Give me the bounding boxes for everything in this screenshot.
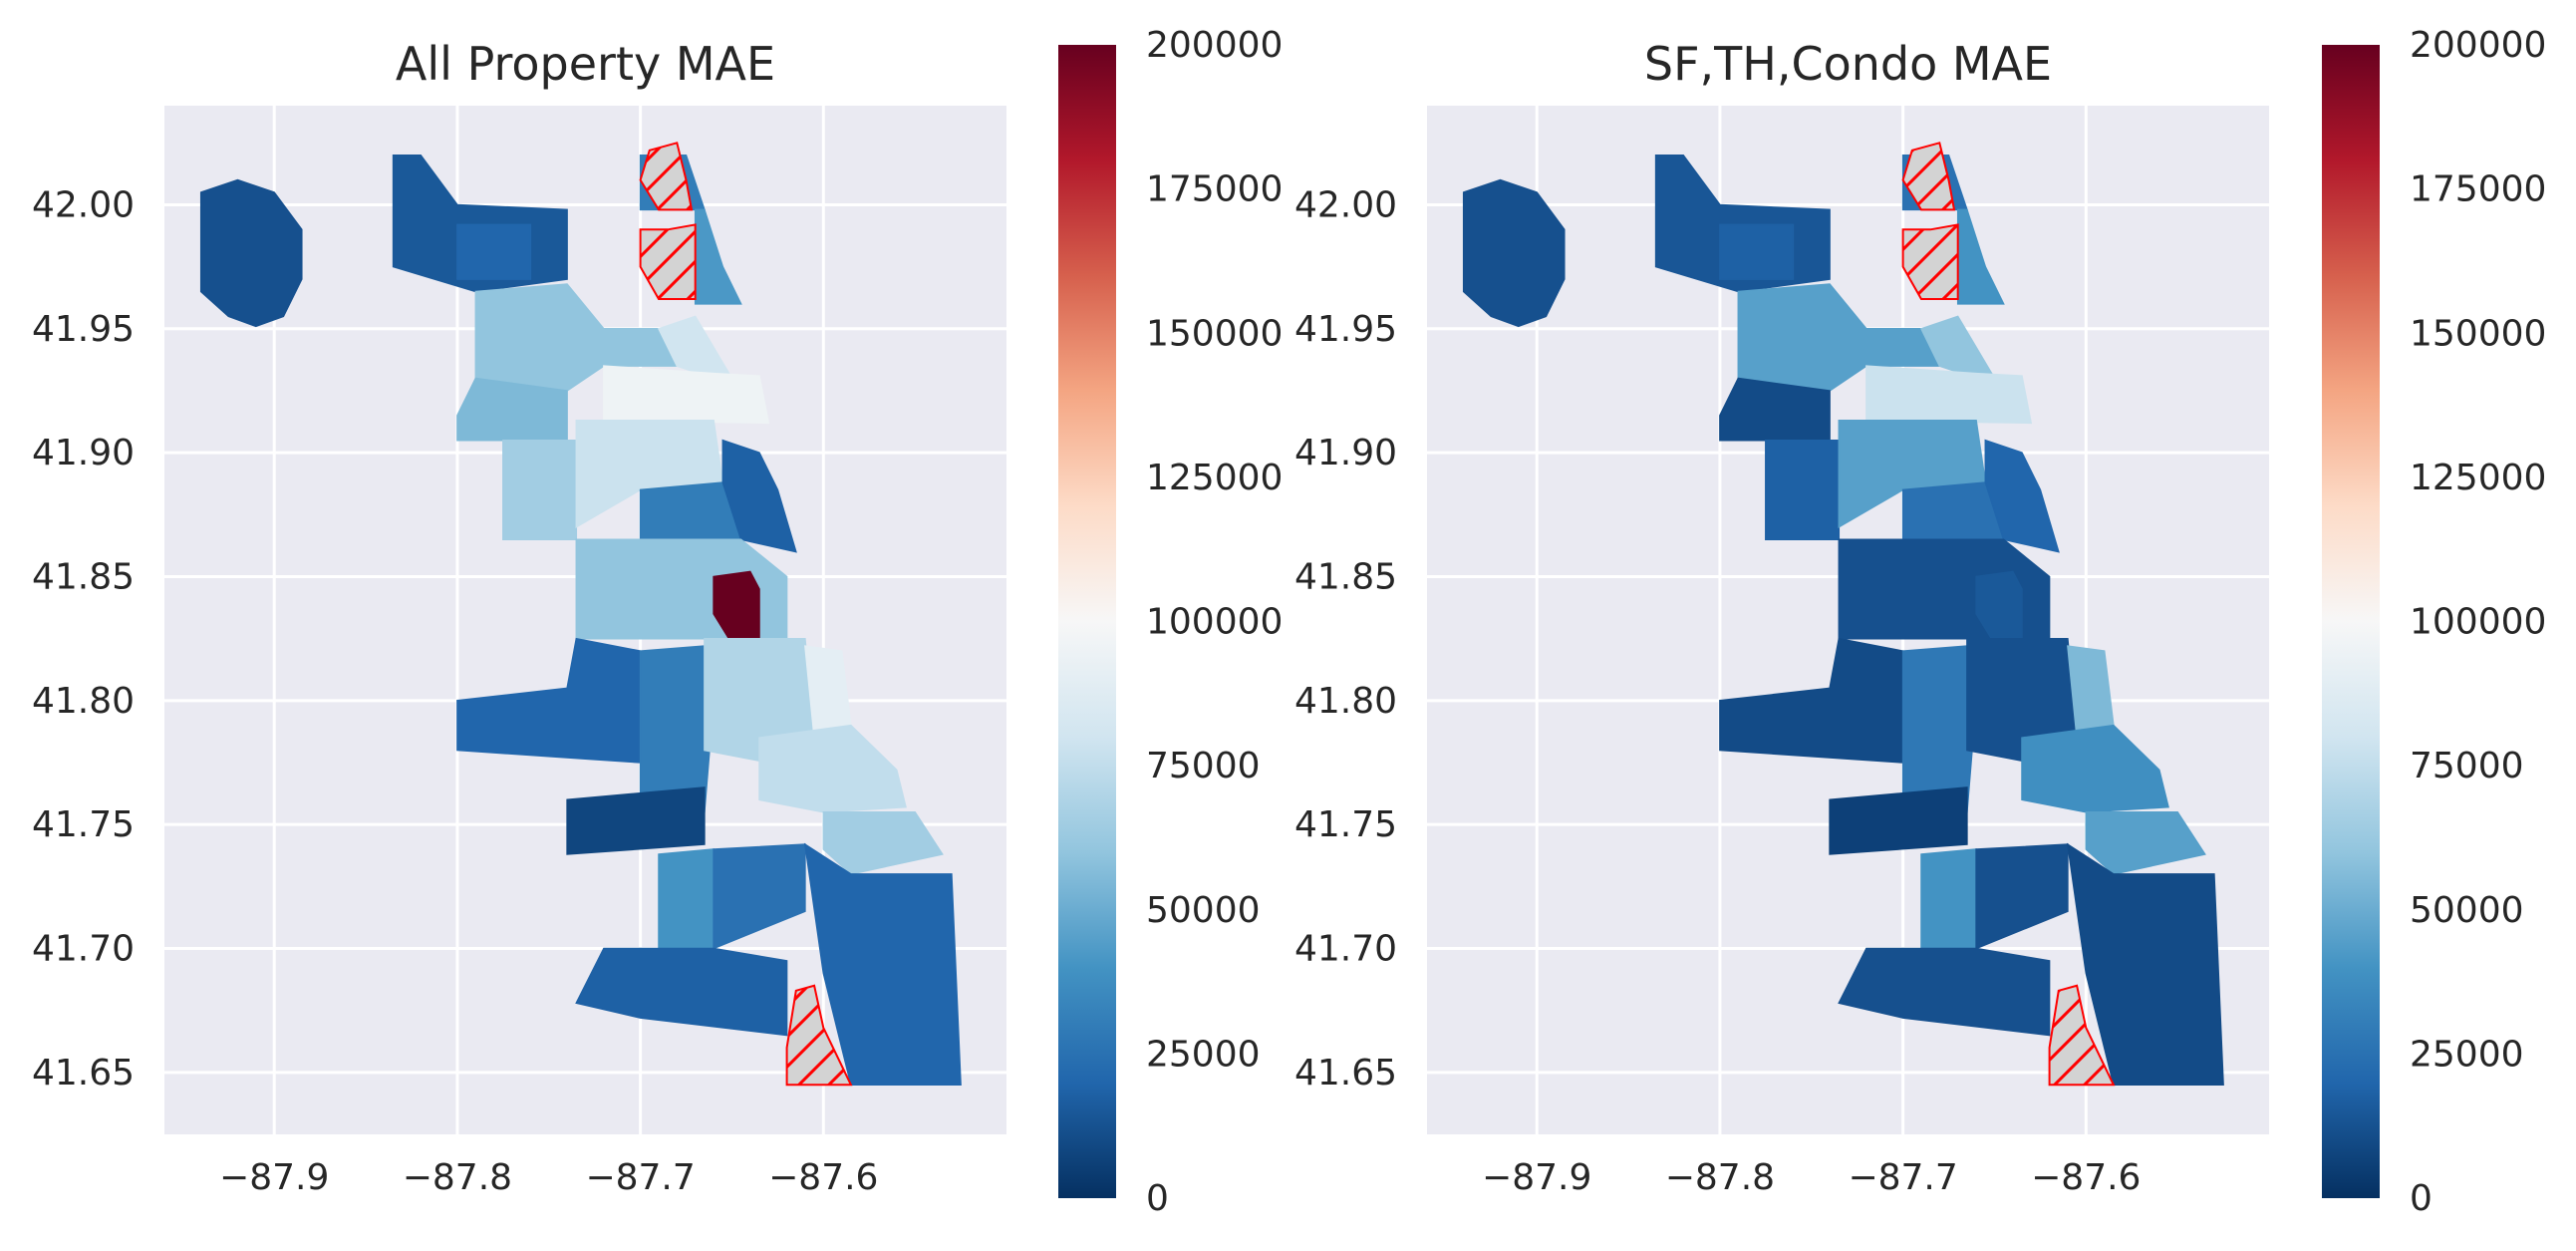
x-tick-label: −87.6 bbox=[2031, 1157, 2141, 1198]
colorbar-tick-label: 150000 bbox=[1146, 313, 1283, 354]
area-west-2 bbox=[1765, 439, 1841, 540]
y-tick-label: 41.80 bbox=[1294, 681, 1397, 722]
x-tick-label: −87.8 bbox=[403, 1157, 512, 1198]
y-tick-label: 41.70 bbox=[1294, 928, 1397, 969]
area-south-lakeshore-2 bbox=[2021, 724, 2169, 813]
colorbar-tick-label: 100000 bbox=[2410, 602, 2546, 643]
colorbar-tick-label: 125000 bbox=[1146, 458, 1283, 498]
area-far-northwest bbox=[199, 178, 303, 328]
area-far-south-2 bbox=[2066, 842, 2224, 1087]
missing-area-north-mid-hatch bbox=[1901, 223, 1959, 300]
x-tick-label: −87.7 bbox=[1848, 1157, 1957, 1198]
area-south-lakeshore-2 bbox=[758, 724, 907, 813]
area-north-central-2 bbox=[1719, 223, 1795, 280]
missing-area-north-mid-hatch bbox=[639, 223, 697, 300]
y-tick-label: 41.95 bbox=[1294, 309, 1397, 350]
y-tick-label: 41.75 bbox=[32, 804, 135, 845]
area-far-south-2 bbox=[803, 842, 962, 1087]
y-tick-label: 41.70 bbox=[32, 928, 135, 969]
area-far-south-1 bbox=[1975, 843, 2069, 950]
colorbar-tick-label: 175000 bbox=[2410, 169, 2546, 210]
colorbar-tick-label: 100000 bbox=[1146, 602, 1283, 643]
colorbar-tick-label: 175000 bbox=[1146, 169, 1283, 210]
panel-title: All Property MAE bbox=[396, 37, 775, 91]
y-tick-label: 41.85 bbox=[32, 556, 135, 597]
area-west-2 bbox=[502, 439, 578, 540]
colorbar-tick-label: 75000 bbox=[1146, 746, 1261, 786]
map-panel-2: SF,TH,Condo MAE −87.9 −87.8 −87.7 −87.6 42.00… bbox=[1294, 25, 2547, 1219]
x-tick-label: −87.9 bbox=[219, 1157, 329, 1198]
colorbar-tick-label: 125000 bbox=[2410, 458, 2546, 498]
colorbar-tick-label: 200000 bbox=[2410, 25, 2546, 66]
area-southwest-2 bbox=[1901, 645, 1977, 813]
area-far-northwest bbox=[1462, 178, 1566, 328]
area-far-south-1 bbox=[713, 843, 806, 950]
area-far-southwest-1 bbox=[1829, 786, 1968, 855]
missing-area-far-south-hatch bbox=[2048, 984, 2116, 1087]
missing-area-north-top-hatch bbox=[639, 142, 694, 211]
missing-area-far-south-hatch bbox=[785, 984, 853, 1087]
colorbar-tick-label: 25000 bbox=[1146, 1034, 1261, 1075]
panel-title: SF,TH,Condo MAE bbox=[1644, 37, 2052, 91]
colorbar-tick-label: 50000 bbox=[1146, 890, 1261, 931]
colorbar-tick-label: 150000 bbox=[2410, 313, 2546, 354]
area-far-southwest-1 bbox=[566, 786, 706, 855]
y-tick-label: 41.75 bbox=[1294, 804, 1397, 845]
colorbar-gradient bbox=[1058, 45, 1116, 1198]
x-tick-label: −87.8 bbox=[1665, 1157, 1775, 1198]
area-north-central-2 bbox=[456, 223, 532, 280]
colorbar-tick-label: 200000 bbox=[1146, 25, 1283, 66]
area-south-lakeshore-3 bbox=[2085, 810, 2206, 875]
area-north-lakeshore-2 bbox=[1956, 208, 2005, 305]
area-far-south-3 bbox=[575, 947, 788, 1037]
y-tick-label: 41.65 bbox=[1294, 1053, 1397, 1094]
x-tick-label: −87.9 bbox=[1482, 1157, 1591, 1198]
area-far-south-3 bbox=[1838, 947, 2051, 1037]
area-north-inner bbox=[603, 365, 770, 425]
area-loop bbox=[721, 439, 797, 553]
y-tick-label: 41.85 bbox=[1294, 556, 1397, 597]
y-tick-label: 41.95 bbox=[32, 309, 135, 350]
colorbar-tick-label: 75000 bbox=[2410, 746, 2524, 786]
missing-area-north-top-hatch bbox=[1901, 142, 1956, 211]
colorbar: 0 25000 50000 75000 100000 125000 150000 175000… bbox=[2322, 25, 2546, 1219]
colorbar-tick-label: 0 bbox=[1146, 1178, 1169, 1219]
y-tick-label: 41.80 bbox=[32, 681, 135, 722]
colorbar: 0 25000 50000 75000 100000 125000 150000 175000… bbox=[1058, 25, 1283, 1219]
area-north-lakeshore-2 bbox=[694, 208, 742, 305]
y-tick-label: 42.00 bbox=[32, 184, 135, 225]
y-tick-label: 41.90 bbox=[32, 433, 135, 473]
map-panel-1: All Property MAE −87.9 −87.8 −87.7 −87.6 42.0… bbox=[32, 25, 1284, 1219]
area-north-inner bbox=[1865, 365, 2033, 425]
y-tick-label: 42.00 bbox=[1294, 184, 1397, 225]
colorbar-tick-label: 25000 bbox=[2410, 1034, 2524, 1075]
area-southwest-2 bbox=[639, 645, 715, 813]
x-tick-label: −87.7 bbox=[585, 1157, 695, 1198]
y-tick-label: 41.65 bbox=[32, 1053, 135, 1094]
area-far-southwest-2 bbox=[1920, 848, 1977, 962]
y-tick-label: 41.90 bbox=[1294, 433, 1397, 473]
area-south-lakeshore-3 bbox=[822, 810, 944, 875]
colorbar-gradient bbox=[2322, 45, 2380, 1198]
colorbar-tick-label: 0 bbox=[2410, 1178, 2433, 1219]
area-far-southwest-2 bbox=[658, 848, 715, 962]
colorbar-tick-label: 50000 bbox=[2410, 890, 2524, 931]
x-tick-label: −87.6 bbox=[768, 1157, 878, 1198]
area-loop bbox=[1984, 439, 2060, 553]
